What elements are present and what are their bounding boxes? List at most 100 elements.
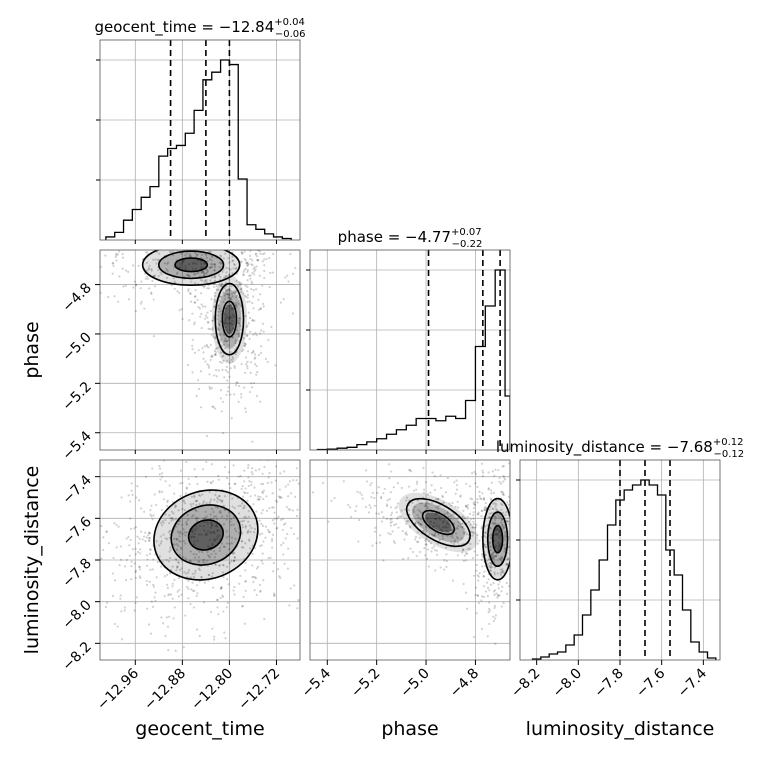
scatter-point xyxy=(148,539,151,542)
scatter-point xyxy=(452,513,455,516)
scatter-point xyxy=(195,628,199,631)
scatter-point xyxy=(463,516,466,520)
scatter-point xyxy=(492,615,495,618)
scatter-point xyxy=(275,527,278,530)
scatter-point xyxy=(162,498,165,501)
scatter-point xyxy=(207,321,210,324)
scatter-point xyxy=(229,298,232,301)
scatter-point xyxy=(491,413,493,415)
scatter-point xyxy=(230,316,233,319)
scatter-point xyxy=(480,462,484,465)
scatter-point xyxy=(210,333,213,337)
scatter-point xyxy=(377,486,380,489)
scatter-point xyxy=(423,504,426,507)
scatter-point xyxy=(250,471,253,474)
scatter-point xyxy=(466,515,470,519)
scatter-point xyxy=(181,261,184,264)
scatter-point xyxy=(233,593,236,596)
scatter-point xyxy=(147,268,150,271)
scatter-point xyxy=(289,492,293,495)
scatter-point xyxy=(527,536,529,538)
scatter-point xyxy=(231,323,234,326)
scatter-point xyxy=(211,328,214,331)
contour-line xyxy=(221,300,238,338)
scatter-point xyxy=(205,272,208,275)
scatter-point xyxy=(238,384,241,388)
scatter-point xyxy=(233,263,236,267)
scatter-point xyxy=(180,546,183,549)
scatter-point xyxy=(219,262,222,265)
scatter-point xyxy=(50,514,52,516)
scatter-point xyxy=(511,576,513,578)
scatter-point xyxy=(135,596,138,599)
scatter-point xyxy=(250,483,253,487)
scatter-point xyxy=(483,535,486,538)
scatter-point xyxy=(190,588,193,591)
scatter-point xyxy=(492,551,495,554)
x-tick-label: −12.80 xyxy=(188,666,236,714)
hist-phase xyxy=(310,250,510,450)
scatter-point xyxy=(489,544,492,547)
scatter-point xyxy=(403,538,406,541)
scatter-point xyxy=(199,278,202,282)
scatter-point xyxy=(231,313,235,317)
scatter-point xyxy=(260,522,263,525)
scatter-point xyxy=(177,544,180,547)
scatter-point xyxy=(202,561,205,564)
scatter-point xyxy=(208,258,212,261)
scatter-point xyxy=(163,595,166,598)
scatter-point xyxy=(191,529,194,533)
scatter-point xyxy=(307,514,309,516)
scatter-point xyxy=(218,307,221,310)
scatter-point xyxy=(389,524,392,527)
scatter-point xyxy=(241,523,244,527)
scatter-point xyxy=(250,481,253,484)
scatter-point xyxy=(229,297,232,300)
scatter-point xyxy=(480,433,482,435)
scatter-point xyxy=(491,507,494,510)
scatter-point xyxy=(220,499,223,502)
scatter-point xyxy=(416,480,419,483)
scatter-point xyxy=(244,569,247,572)
scatter-point xyxy=(496,533,499,536)
scatter-point xyxy=(455,526,458,530)
scatter-point xyxy=(169,251,172,254)
scatter-point xyxy=(193,572,197,575)
scatter-point xyxy=(228,316,231,319)
scatter-point xyxy=(196,253,199,256)
scatter-point xyxy=(241,485,244,488)
scatter-point xyxy=(137,499,141,502)
scatter-point xyxy=(167,560,171,563)
scatter-point xyxy=(418,502,422,505)
scatter-point xyxy=(255,365,258,368)
scatter-point xyxy=(213,638,216,641)
scatter-point xyxy=(493,573,496,576)
scatter-point xyxy=(177,595,180,598)
scatter-point xyxy=(172,244,174,246)
scatter-point xyxy=(261,260,264,263)
scatter-point xyxy=(166,236,168,238)
scatter-point xyxy=(379,534,382,537)
scatter-point xyxy=(422,488,426,491)
scatter-point xyxy=(181,533,184,536)
scatter-point xyxy=(481,469,484,472)
scatter-point xyxy=(443,559,446,562)
scatter-point xyxy=(446,476,449,480)
scatter-point xyxy=(481,509,484,512)
scatter-point xyxy=(134,525,138,529)
scatter-point xyxy=(134,571,137,574)
scatter-point xyxy=(217,328,220,331)
scatter-point xyxy=(235,267,238,271)
scatter-point xyxy=(464,504,467,507)
scatter-point xyxy=(455,488,459,491)
scatter-point xyxy=(217,273,220,277)
scatter-point xyxy=(438,538,441,541)
scatter-point xyxy=(498,530,501,533)
scatter-point xyxy=(230,303,233,306)
scatter-point xyxy=(214,353,217,356)
scatter-point xyxy=(482,595,485,598)
scatter-point xyxy=(134,569,138,572)
scatter-point xyxy=(189,255,192,258)
scatter-point xyxy=(480,497,483,501)
scatter-point xyxy=(237,504,240,508)
